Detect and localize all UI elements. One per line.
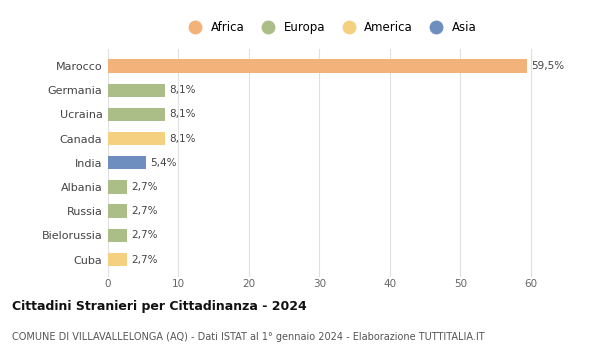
Text: 2,7%: 2,7% (131, 230, 158, 240)
Text: 2,7%: 2,7% (131, 206, 158, 216)
Text: Cittadini Stranieri per Cittadinanza - 2024: Cittadini Stranieri per Cittadinanza - 2… (12, 300, 307, 313)
Bar (108, 253, 127, 266)
Bar (108, 204, 127, 218)
Text: 8,1%: 8,1% (169, 109, 196, 119)
Text: 2,7%: 2,7% (131, 182, 158, 192)
Text: 5,4%: 5,4% (150, 158, 177, 168)
Bar (108, 132, 165, 145)
Bar (108, 60, 527, 73)
Legend: Africa, Europa, America, Asia: Africa, Europa, America, Asia (179, 16, 481, 38)
Text: COMUNE DI VILLAVALLELONGA (AQ) - Dati ISTAT al 1° gennaio 2024 - Elaborazione TU: COMUNE DI VILLAVALLELONGA (AQ) - Dati IS… (12, 331, 485, 342)
Text: 59,5%: 59,5% (532, 61, 565, 71)
Bar (108, 156, 146, 169)
Text: 8,1%: 8,1% (169, 134, 196, 143)
Bar (108, 84, 165, 97)
Bar (108, 108, 165, 121)
Text: 8,1%: 8,1% (169, 85, 196, 95)
Text: 2,7%: 2,7% (131, 254, 158, 265)
Bar (108, 229, 127, 242)
Bar (108, 180, 127, 194)
